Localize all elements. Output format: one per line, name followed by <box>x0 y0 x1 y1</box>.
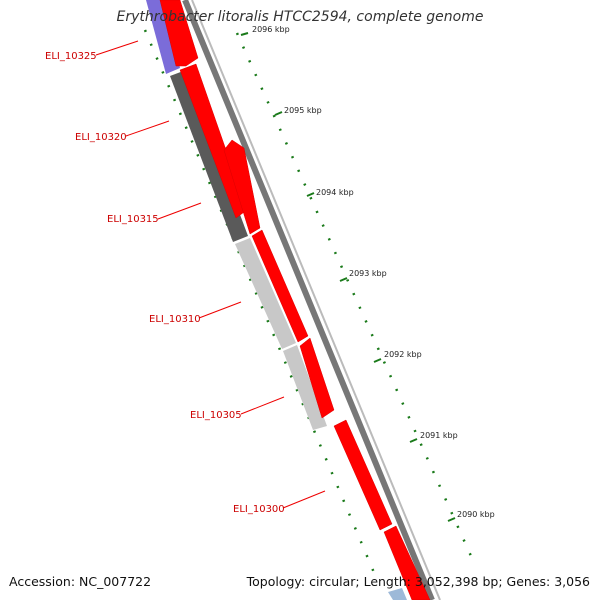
kbp-label-2093: 2093 kbp <box>349 269 387 278</box>
leader-line-eli-10305 <box>240 396 285 415</box>
gene-labels: ELI_10325 ELI_10320 ELI_10315 ELI_10310 … <box>45 51 285 515</box>
cds-arrow-6 <box>333 419 393 531</box>
gene-bar-dark-gray <box>170 70 248 242</box>
kbp-label-2096: 2096 kbp <box>252 25 290 34</box>
kbp-tick-2096 <box>240 32 249 36</box>
kbp-label-2090: 2090 kbp <box>457 510 495 519</box>
gene-bar-blue <box>146 0 180 74</box>
leader-line-eli-10325 <box>95 40 139 56</box>
gene-label-eli-10325[interactable]: ELI_10325 <box>45 51 97 62</box>
gene-label-eli-10320[interactable]: ELI_10320 <box>75 132 127 143</box>
leader-line-eli-10315 <box>157 202 202 220</box>
accession-text: Accession: NC_007722 <box>9 574 152 589</box>
cds-arrow-5 <box>299 337 335 419</box>
kbp-label-2094: 2094 kbp <box>316 188 354 197</box>
kbp-tick-2091 <box>409 438 418 443</box>
gene-label-eli-10310[interactable]: ELI_10310 <box>149 314 201 325</box>
kbp-tick-marks <box>240 32 456 522</box>
kbp-label-2092: 2092 kbp <box>384 350 422 359</box>
gene-bar-light-gray-1 <box>235 238 296 349</box>
kbp-tick-labels: 2096 kbp 2095 kbp 2094 kbp 2093 kbp 2092… <box>252 25 495 519</box>
cds-arrow-3 <box>223 139 261 235</box>
kbp-tick-2093 <box>339 277 348 282</box>
cds-arrow-1 <box>159 0 199 67</box>
kbp-tick-2095 <box>274 111 283 116</box>
kbp-label-2095: 2095 kbp <box>284 106 322 115</box>
leader-line-eli-10320 <box>125 120 170 137</box>
cds-arrow-2 <box>179 63 248 219</box>
leader-line-eli-10300 <box>282 490 326 509</box>
gene-bar-pink <box>388 588 407 600</box>
kbp-tick-2090 <box>447 517 456 522</box>
gene-label-eli-10300[interactable]: ELI_10300 <box>233 504 285 515</box>
cds-arrow-4 <box>251 229 309 343</box>
gene-label-eli-10315[interactable]: ELI_10315 <box>107 214 159 225</box>
gene-bar-light-gray-2 <box>283 345 327 430</box>
gene-bars-layer <box>146 0 407 600</box>
backbone-line-1 <box>182 0 435 600</box>
kbp-tick-2092 <box>373 358 382 363</box>
cds-arrows-layer <box>159 0 431 600</box>
gene-label-lines <box>95 40 326 509</box>
backbone-line-2 <box>191 0 441 600</box>
leader-line-eli-10310 <box>198 301 242 319</box>
kbp-tick-2094 <box>306 192 315 197</box>
gene-label-eli-10305[interactable]: ELI_10305 <box>190 410 242 421</box>
map-title: Erythrobacter litoralis HTCC2594, comple… <box>116 9 484 25</box>
kbp-label-2091: 2091 kbp <box>420 431 458 440</box>
backbone-layer <box>182 0 441 600</box>
genome-summary-text: Topology: circular; Length: 3,052,398 bp… <box>246 574 590 589</box>
inner-tick-dots <box>143 29 377 576</box>
cds-arrow-7 <box>383 525 431 600</box>
